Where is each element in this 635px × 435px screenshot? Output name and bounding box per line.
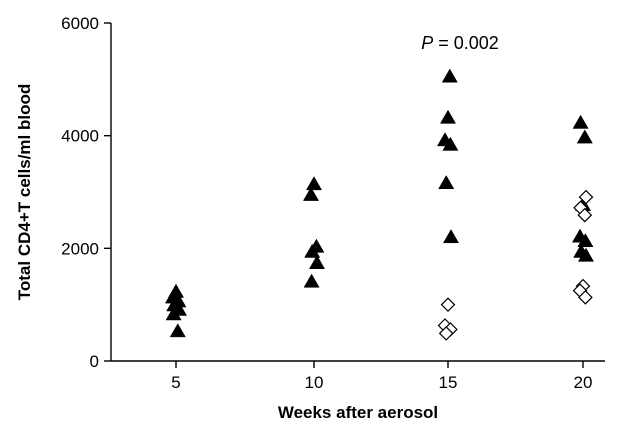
x-tick-label: 15 bbox=[439, 373, 458, 392]
open-diamond-point bbox=[440, 297, 456, 313]
x-axis-title: Weeks after aerosol bbox=[278, 403, 438, 422]
filled-triangle-point bbox=[304, 243, 321, 258]
filled-triangle-point bbox=[576, 129, 593, 144]
y-axis-title: Total CD4+T cells/ml blood bbox=[15, 84, 34, 300]
y-tick-label: 2000 bbox=[61, 239, 99, 258]
filled-triangle-point bbox=[577, 233, 594, 248]
x-tick-label: 10 bbox=[305, 373, 324, 392]
y-tick-label: 0 bbox=[90, 352, 99, 371]
filled-triangle-point bbox=[305, 176, 323, 191]
filled-triangle-point bbox=[308, 255, 326, 269]
filled-triangle-point bbox=[572, 114, 589, 129]
axes bbox=[110, 23, 605, 362]
filled-triangle-point bbox=[302, 186, 320, 201]
filled-triangle-point bbox=[442, 229, 460, 244]
filled-triangle-point bbox=[165, 306, 182, 321]
filled-triangle-point bbox=[439, 109, 457, 124]
filled-triangle-point bbox=[441, 68, 458, 83]
data-points bbox=[164, 68, 595, 341]
annotation-p-letter: P bbox=[421, 33, 433, 53]
axis-ticks: 0 2000 4000 6000 5 10 15 20 bbox=[61, 14, 592, 392]
filled-triangle-point bbox=[442, 136, 459, 151]
y-tick-label: 4000 bbox=[61, 127, 99, 146]
filled-triangle-point bbox=[303, 273, 320, 288]
open-diamond-point bbox=[577, 207, 593, 223]
annotation-p-rest: = 0.002 bbox=[433, 33, 499, 53]
annotation-p-value: P = 0.002 bbox=[421, 33, 499, 53]
filled-triangle-point bbox=[438, 175, 455, 189]
x-tick-label: 5 bbox=[171, 373, 180, 392]
filled-triangle-point bbox=[169, 323, 186, 338]
open-diamond-point bbox=[578, 189, 594, 205]
open-diamond-point bbox=[578, 289, 593, 305]
x-tick-label: 20 bbox=[574, 373, 593, 392]
y-tick-label: 6000 bbox=[61, 14, 99, 33]
open-diamond-point bbox=[438, 326, 454, 341]
filled-triangle-point bbox=[577, 247, 595, 262]
